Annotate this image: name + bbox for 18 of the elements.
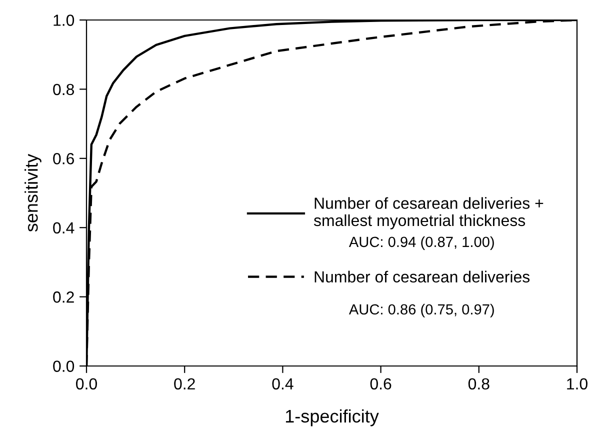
y-axis-title: sensitivity [24, 154, 42, 232]
x-tick-label: 1.0 [567, 378, 588, 390]
legend-label: Number of cesarean deliveries + smallest myometrial thickness [314, 197, 544, 230]
annotation: AUC: 0.86 (0.75, 0.97) [348, 304, 494, 318]
x-tick-label: 0.6 [370, 378, 392, 390]
x-tick-label: 0.8 [468, 378, 490, 390]
y-tick-label: 0.0 [53, 360, 74, 372]
annotation: AUC: 0.94 (0.87, 1.00) [348, 236, 494, 250]
y-tick-label: 0.6 [53, 153, 74, 164]
y-tick-label: 1.0 [54, 14, 74, 26]
legend-label: Number of cesarean deliveries [314, 270, 530, 283]
y-tick-label: 0.8 [53, 84, 74, 96]
y-tick-label: 0.4 [53, 222, 74, 234]
x-tick-label: 0.0 [76, 378, 97, 390]
x-tick-label: 0.4 [272, 378, 294, 390]
x-tick-label: 0.2 [174, 378, 195, 390]
y-tick-label: 0.2 [53, 291, 74, 303]
x-axis-title: 1-specificity [286, 409, 379, 426]
